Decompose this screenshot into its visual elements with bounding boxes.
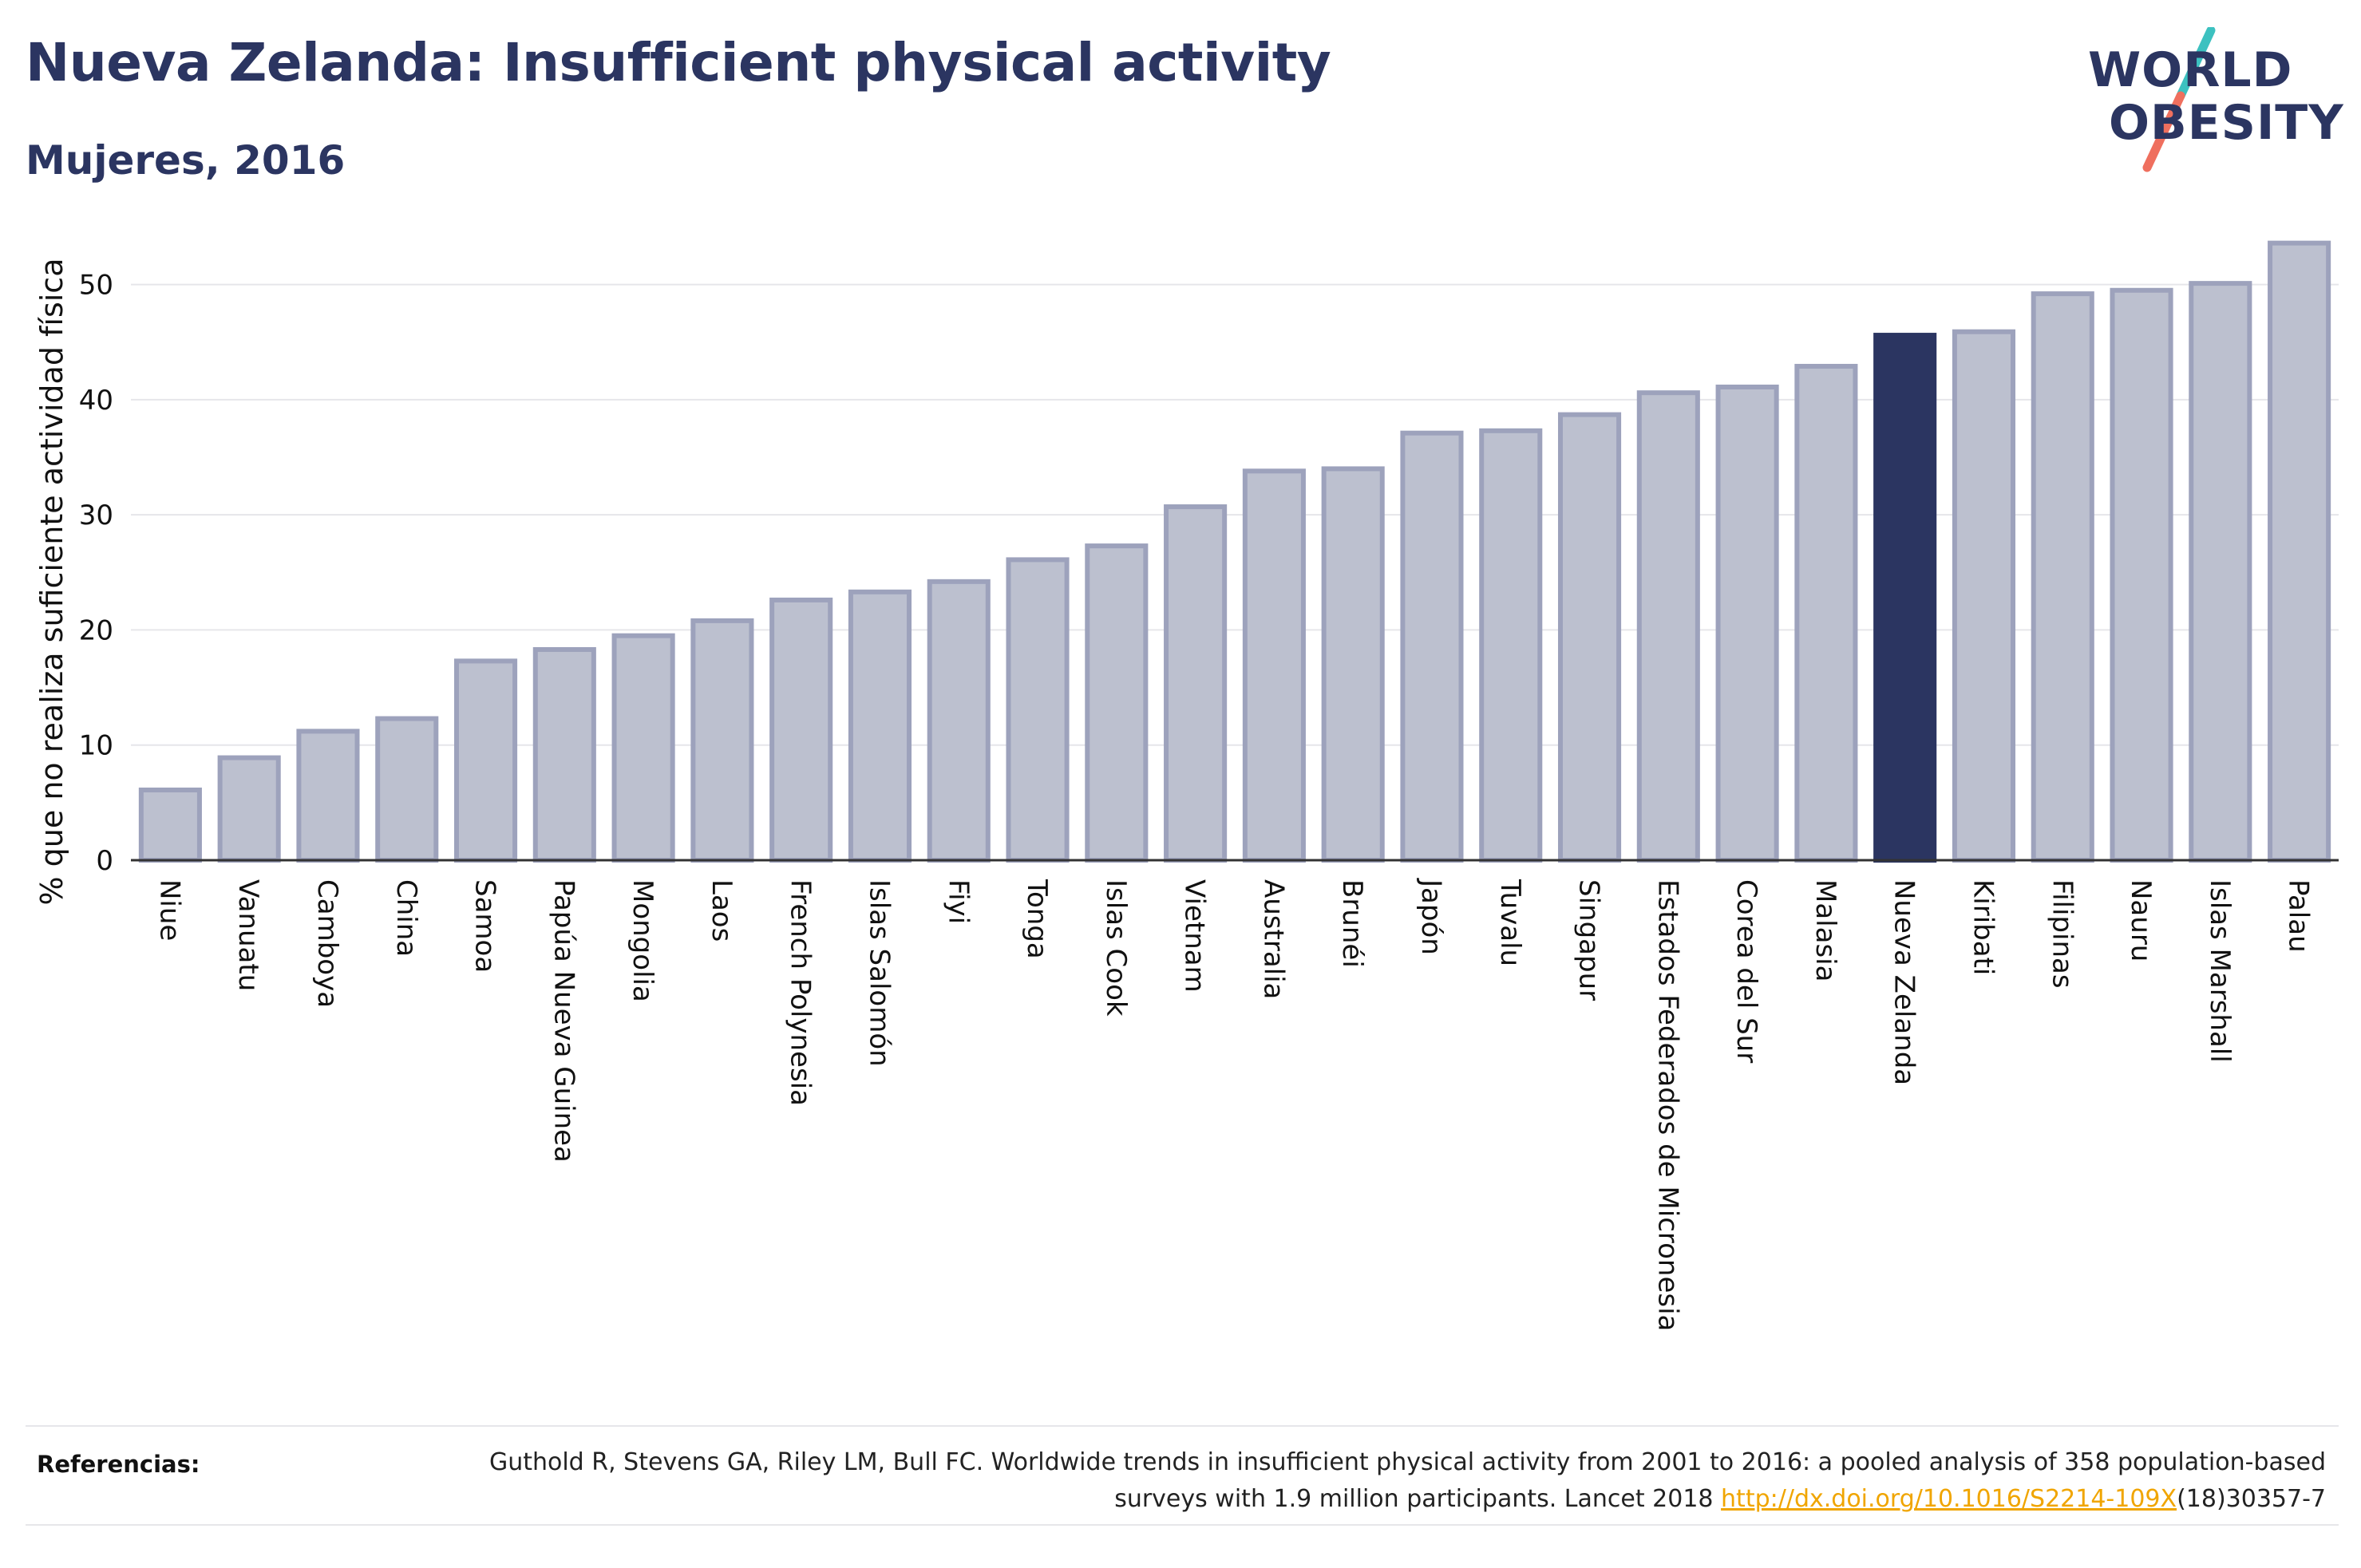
x-tick-label: Camboya	[311, 879, 343, 1008]
bar-samoa[interactable]	[453, 658, 518, 863]
x-tick-label: Filipinas	[2046, 879, 2078, 989]
bar-islas-cook[interactable]	[1085, 543, 1149, 863]
bar-niue[interactable]	[138, 787, 202, 863]
x-tick-label: Papúa Nueva Guinea	[548, 879, 579, 1163]
x-tick-label: Mongolia	[627, 879, 658, 1002]
x-tick-label: Australia	[1257, 879, 1289, 999]
reference-citation-end: (18)30357-7	[2177, 1485, 2326, 1513]
y-axis-label: % que no realiza suficiente actividad fí…	[34, 259, 69, 906]
x-tick-label: Samoa	[469, 879, 501, 973]
bar-nauru[interactable]	[2110, 287, 2173, 863]
x-tick-label: Singapur	[1573, 879, 1605, 1001]
bar-corea-del-sur[interactable]	[1715, 384, 1779, 863]
logo-slash-icon	[2142, 27, 2216, 172]
bar-nueva-zelanda[interactable]	[1873, 333, 1937, 863]
bar-vietnam[interactable]	[1164, 504, 1228, 863]
chart-subtitle: Mujeres, 2016	[26, 137, 346, 184]
bar-chart: 0 10 20 30 40 50 Niue Vanuatu Camboya China Samoa…	[34, 240, 2339, 1331]
references-divider-top	[26, 1425, 2339, 1427]
x-axis: Niue Vanuatu Camboya China Samoa Papúa Nueva …	[131, 859, 2339, 1331]
bar-singapur[interactable]	[1557, 412, 1622, 863]
x-tick-label: Estados Federados de Micronesia	[1651, 879, 1683, 1331]
bars	[138, 240, 2331, 863]
y-tick-label: 50	[79, 270, 113, 302]
bar-kiribati[interactable]	[1952, 329, 2016, 863]
bar-fiyi[interactable]	[927, 579, 991, 863]
y-tick-label: 30	[79, 500, 113, 531]
bar-mongolia[interactable]	[611, 633, 675, 863]
bar-estados-federados-de-micronesia[interactable]	[1636, 390, 1700, 863]
x-tick-label: Brunéi	[1336, 879, 1368, 968]
y-tick-label: 0	[96, 845, 113, 877]
x-tick-label: Niue	[153, 879, 185, 941]
x-tick-label: Laos	[706, 879, 738, 942]
x-tick-label: Corea del Sur	[1730, 879, 1762, 1063]
x-tick-label: Vanuatu	[232, 879, 264, 991]
bar-malasia[interactable]	[1794, 364, 1858, 863]
reference-citation: Guthold R, Stevens GA, Riley LM, Bull FC…	[488, 1448, 2326, 1513]
bar-camboya[interactable]	[296, 729, 360, 863]
x-tick-label: Nueva Zelanda	[1888, 879, 1920, 1085]
x-tick-label: Japón	[1415, 878, 1447, 955]
x-tick-label: Islas Marshall	[2204, 879, 2236, 1063]
bar-filipinas[interactable]	[2031, 291, 2094, 863]
bar-vanuatu[interactable]	[217, 755, 281, 863]
bar-brunéi[interactable]	[1321, 466, 1385, 863]
references-divider-bottom	[26, 1524, 2339, 1526]
logo-slash-top	[2176, 27, 2216, 101]
logo-text-obesity: OBESITY	[2109, 95, 2344, 151]
world-obesity-logo: WORLD OBESITY	[2075, 22, 2347, 172]
x-tick-label: Malasia	[1809, 879, 1841, 981]
y-tick-label: 10	[79, 730, 113, 762]
bar-french-polynesia[interactable]	[769, 597, 833, 863]
x-tick-label: Vietnam	[1179, 879, 1211, 993]
bar-laos[interactable]	[690, 618, 754, 863]
x-tick-label: Nauru	[2125, 879, 2157, 962]
bar-tuvalu[interactable]	[1479, 428, 1543, 863]
x-tick-label: Islas Salomón	[863, 879, 895, 1067]
x-tick-label: Palau	[2283, 879, 2315, 953]
bar-palau[interactable]	[2268, 240, 2331, 863]
x-tick-label: Tonga	[1021, 879, 1053, 959]
chart-title: Nueva Zelanda: Insufficient physical act…	[26, 32, 1331, 93]
x-tick-label: Islas Cook	[1100, 879, 1132, 1017]
bar-australia[interactable]	[1242, 468, 1306, 863]
y-tick-label: 40	[79, 385, 113, 417]
logo-slash-bottom	[2142, 91, 2185, 172]
x-tick-label: French Polynesia	[785, 879, 817, 1106]
bar-islas-marshall[interactable]	[2189, 281, 2252, 863]
x-tick-label: Tuvalu	[1494, 879, 1526, 966]
references-label: Referencias:	[37, 1451, 200, 1478]
references-text: Guthold R, Stevens GA, Riley LM, Bull FC…	[410, 1444, 2326, 1518]
bar-china[interactable]	[375, 716, 439, 863]
y-axis: 0 10 20 30 40 50	[79, 270, 113, 877]
logo-text-world: WORLD	[2088, 42, 2293, 98]
reference-doi-link[interactable]: http://dx.doi.org/10.1016/S2214-109X	[1721, 1485, 2177, 1513]
y-tick-label: 20	[79, 614, 113, 646]
bar-islas-salomón[interactable]	[848, 589, 912, 863]
x-tick-label: Kiribati	[1967, 879, 1999, 975]
bar-papúa-nueva-guinea[interactable]	[532, 646, 596, 863]
bar-tonga[interactable]	[1006, 557, 1070, 863]
x-tick-label: China	[390, 879, 422, 957]
bar-japón[interactable]	[1400, 430, 1464, 863]
x-tick-label: Fiyi	[942, 879, 974, 924]
